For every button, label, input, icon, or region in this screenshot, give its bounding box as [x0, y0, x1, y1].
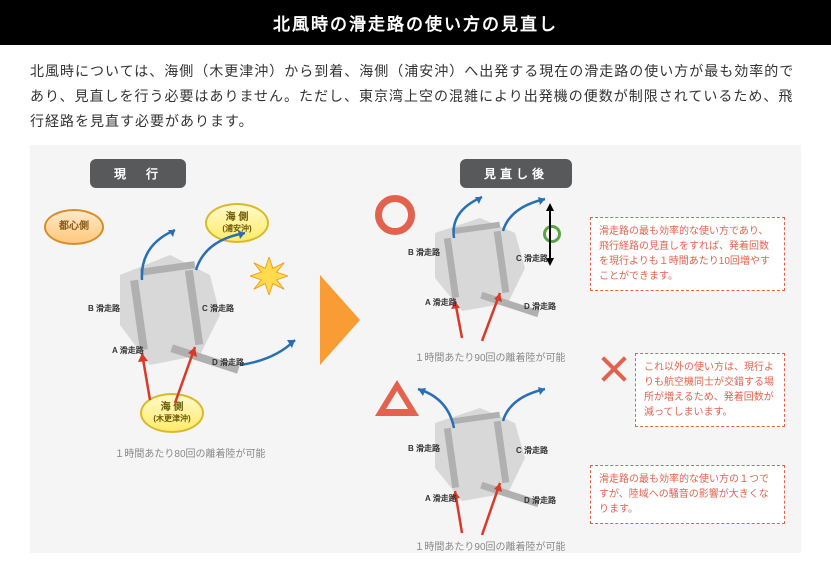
rwy-label-a-1: A 滑走路: [112, 345, 144, 356]
rwy-label-b-2: B 滑走路: [408, 247, 440, 258]
diagram-container: 現 行 見直し後 都心側 海 側 (浦安沖) 海 側 (木更津沖) A 滑走路: [30, 145, 801, 553]
caption-proposed-bottom: １時間あたり90回の離着陸が可能: [400, 538, 580, 553]
caption-current: １時間あたり80回の離着陸が可能: [90, 445, 290, 460]
rwy-label-d-3: D 滑走路: [524, 495, 556, 506]
info-box-caution: 滑走路の最も効率的な使い方の１つですが、陸域への騒音の影響が大きくなります。: [590, 465, 785, 524]
runway-map-proposed-top: [400, 193, 590, 343]
page-title: 北風時の滑走路の使い方の見直し: [273, 15, 558, 34]
page-header: 北風時の滑走路の使い方の見直し: [0, 0, 831, 45]
rwy-label-b-1: B 滑走路: [88, 303, 120, 314]
intro-text: 北風時については、海側（木更津沖）から到着、海側（浦安沖）へ出発する現在の滑走路…: [30, 63, 794, 129]
runway-map-current: [80, 225, 310, 405]
intro-paragraph: 北風時については、海側（木更津沖）から到着、海側（浦安沖）へ出発する現在の滑走路…: [0, 45, 831, 145]
label-current: 現 行: [90, 159, 186, 188]
rwy-label-a-3: A 滑走路: [425, 493, 457, 504]
info-box-good: 滑走路の最も効率的な使い方であり、飛行経路の見直しをすれば、発着回数を現行よりも…: [590, 217, 785, 291]
info-good-text: 滑走路の最も効率的な使い方であり、飛行経路の見直しをすれば、発着回数を現行よりも…: [599, 226, 770, 282]
info-box-bad: これ以外の使い方は、現行よりも航空機同士が交錯する場所が増えるため、発着回数が減…: [635, 353, 785, 427]
rwy-label-c-1: C 滑走路: [202, 303, 234, 314]
runway-map-proposed-bottom: [400, 383, 590, 538]
rwy-label-a-2: A 滑走路: [425, 297, 457, 308]
info-caution-text: 滑走路の最も効率的な使い方の１つですが、陸域への騒音の影響が大きくなります。: [599, 474, 769, 515]
oval-umi-kisarazu-l2: (木更津沖): [153, 414, 190, 424]
rwy-label-c-3: C 滑走路: [516, 445, 548, 456]
transition-arrow-icon: [320, 275, 360, 365]
rwy-label-b-3: B 滑走路: [408, 443, 440, 454]
caption-proposed-top: １時間あたり90回の離着陸が可能: [400, 349, 580, 364]
rwy-label-d-1: D 滑走路: [212, 357, 244, 368]
info-bad-text: これ以外の使い方は、現行よりも航空機同士が交錯する場所が増えるため、発着回数が減…: [644, 362, 774, 418]
congestion-burst-icon: [250, 257, 288, 295]
oval-umi-urayasu-l1: 海 側: [226, 212, 249, 224]
label-proposed: 見直し後: [460, 159, 572, 188]
symbol-bad-x-icon: [600, 355, 628, 383]
rwy-label-d-2: D 滑走路: [524, 301, 556, 312]
rwy-label-c-2: C 滑走路: [516, 253, 548, 264]
